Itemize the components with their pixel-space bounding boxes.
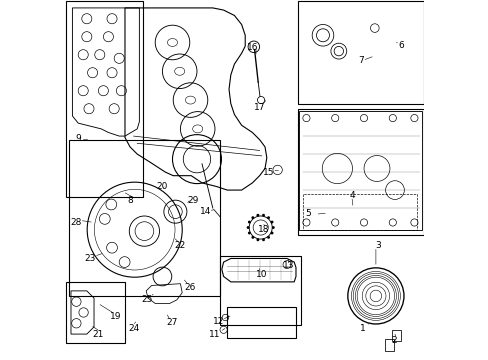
Text: 18: 18	[257, 225, 268, 234]
Text: 25: 25	[141, 295, 152, 304]
Text: 2: 2	[390, 336, 396, 345]
Circle shape	[251, 236, 254, 239]
Circle shape	[256, 238, 259, 241]
Circle shape	[266, 216, 269, 219]
Circle shape	[251, 216, 254, 219]
Text: 17: 17	[253, 103, 265, 112]
Circle shape	[247, 231, 250, 234]
Text: 16: 16	[246, 43, 258, 52]
Text: 6: 6	[397, 41, 403, 50]
Text: 11: 11	[209, 330, 220, 338]
Text: 26: 26	[183, 283, 195, 292]
Circle shape	[246, 226, 249, 229]
Text: 4: 4	[349, 191, 355, 199]
Text: 27: 27	[166, 318, 177, 327]
Text: 8: 8	[127, 197, 133, 205]
Bar	[384, 339, 393, 351]
Text: 13: 13	[282, 261, 294, 270]
Text: 29: 29	[187, 197, 199, 205]
Text: 10: 10	[256, 270, 267, 279]
Circle shape	[270, 221, 273, 224]
Text: 24: 24	[128, 324, 139, 333]
Circle shape	[271, 226, 274, 229]
Text: 19: 19	[110, 312, 121, 321]
Text: 15: 15	[263, 168, 274, 177]
Text: 5: 5	[305, 209, 311, 217]
Circle shape	[270, 231, 273, 234]
Text: 7: 7	[357, 56, 363, 65]
Circle shape	[247, 221, 250, 224]
Circle shape	[256, 214, 259, 217]
Text: 3: 3	[375, 241, 381, 250]
Text: 20: 20	[157, 182, 168, 191]
Text: 22: 22	[174, 241, 185, 250]
Text: 28: 28	[70, 218, 81, 227]
Text: 23: 23	[84, 254, 96, 263]
Text: 12: 12	[212, 317, 224, 325]
Bar	[391, 330, 400, 341]
Text: 14: 14	[200, 207, 211, 216]
Circle shape	[262, 238, 264, 241]
Circle shape	[262, 214, 264, 217]
Text: 1: 1	[360, 324, 366, 333]
Text: 9: 9	[75, 134, 81, 143]
Text: 21: 21	[92, 330, 103, 338]
Circle shape	[266, 236, 269, 239]
